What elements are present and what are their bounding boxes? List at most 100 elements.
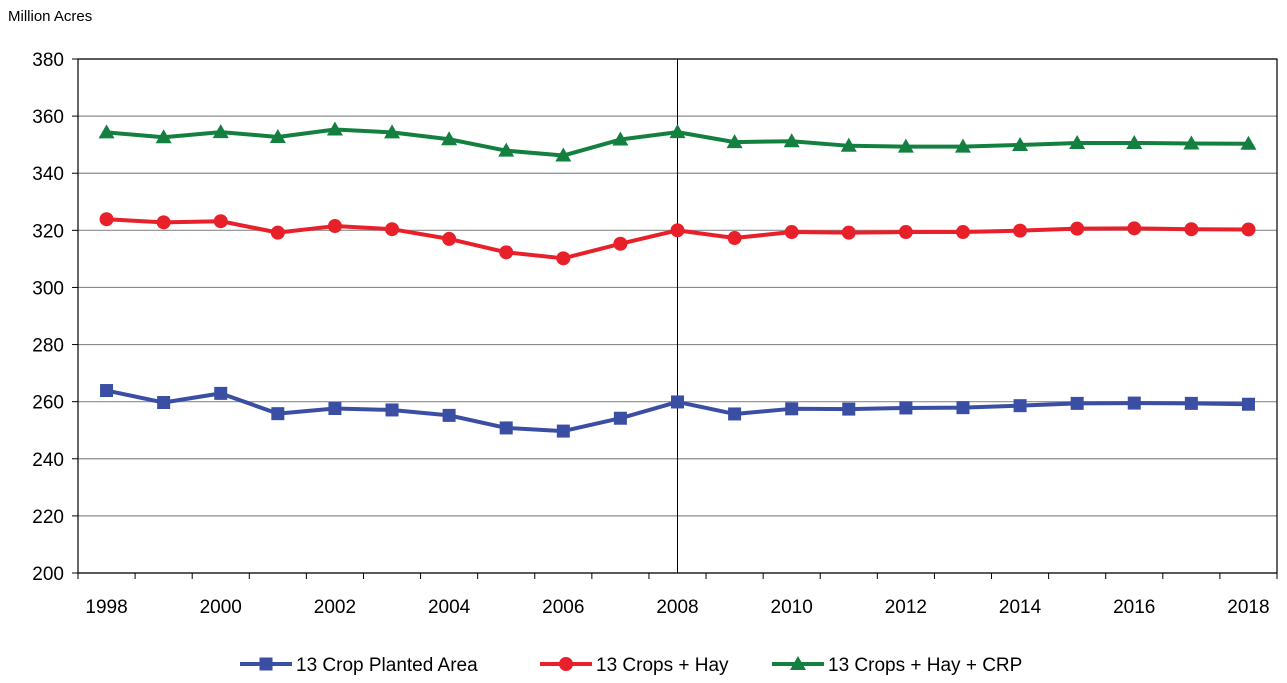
data-point-circle [442,231,457,246]
data-point-square [1127,396,1141,410]
x-tick-label: 2002 [314,597,356,618]
legend-swatch-marker [790,656,806,670]
y-axis-label: Million Acres [8,8,92,25]
data-point-square [956,401,970,415]
y-tick-label: 340 [32,164,64,185]
data-point-square [671,395,684,409]
y-tick-label: 320 [32,221,64,242]
data-point-circle [156,215,171,230]
data-point-triangle [897,138,914,153]
data-point-square [899,401,913,415]
data-point-triangle [498,142,515,157]
data-point-circle [1070,221,1085,236]
y-tick-label: 220 [32,507,64,528]
data-point-circle [1184,222,1199,237]
data-point-triangle [840,137,857,152]
data-point-circle [670,223,685,238]
data-point-triangle [384,124,401,139]
data-point-triangle [1069,134,1086,149]
x-tick-label: 2008 [656,597,698,618]
series-1 [100,384,1255,438]
data-point-circle [613,236,628,251]
data-point-square [785,402,799,416]
x-tick-label: 2018 [1227,597,1269,618]
data-point-circle [499,245,514,260]
legend-label: 13 Crops + Hay + CRP [828,655,1022,676]
x-tick-label: 1998 [85,597,127,618]
data-point-square [385,403,399,417]
data-point-triangle [441,131,458,146]
data-point-square [613,411,627,425]
data-point-square [214,386,228,400]
x-tick-label: 2006 [542,597,584,618]
data-point-circle [898,225,913,240]
data-point-square [328,402,342,416]
x-tick-label: 2000 [200,597,242,618]
data-point-square [1241,397,1255,411]
data-point-triangle [98,124,115,139]
y-tick-label: 200 [32,564,64,585]
y-tick-label: 260 [32,393,64,414]
data-point-circle [556,251,571,266]
data-point-circle [385,222,400,237]
legend-item-2: 13 Crops + Hay [540,655,729,676]
data-point-square [1013,399,1027,413]
x-tick-label: 2004 [428,597,471,618]
legend-label: 13 Crops + Hay [596,655,729,676]
data-point-triangle [783,133,800,148]
series-2 [99,212,1256,266]
legend-item-3: 13 Crops + Hay + CRP [772,655,1022,676]
data-point-square [728,407,742,421]
data-point-triangle [326,121,343,136]
legend-label: 13 Crop Planted Area [296,655,478,676]
x-tick-label: 2014 [999,597,1042,618]
x-tick-label: 2012 [885,597,927,618]
data-point-circle [1241,222,1256,237]
data-point-square [499,421,513,435]
data-point-triangle [1240,135,1257,150]
y-tick-label: 280 [32,336,64,357]
axes: 200 220 240 260 280 300 320 340 360 380 1998 2000 20… [32,50,1278,618]
data-point-triangle [212,124,229,139]
data-point-triangle [612,131,629,146]
data-point-triangle [1012,136,1029,151]
data-point-circle [270,225,285,240]
data-point-circle [841,225,856,240]
data-point-triangle [954,138,971,153]
data-point-square [1070,396,1084,410]
series-3 [98,121,1257,162]
legend-item-1: 13 Crop Planted Area [240,655,478,676]
data-point-circle [327,219,342,234]
legend: 13 Crop Planted Area 13 Crops + Hay 13 Cro… [240,655,1022,676]
y-tick-label: 360 [32,107,64,128]
series-group [98,121,1257,438]
data-point-square [1184,396,1198,410]
data-point-triangle [1183,135,1200,150]
data-point-circle [99,212,114,227]
legend-swatch-marker [559,657,573,671]
x-tick-label: 2016 [1113,597,1155,618]
data-point-circle [1013,223,1028,238]
data-point-circle [1127,221,1142,236]
data-point-triangle [155,129,172,144]
data-point-triangle [1126,134,1143,149]
data-point-square [100,384,114,398]
data-point-circle [784,225,799,240]
data-point-square [271,407,285,421]
y-tick-label: 240 [32,450,64,471]
data-point-square [157,396,171,410]
data-point-circle [955,225,970,240]
data-point-triangle [726,134,743,149]
x-tick-label: 2010 [771,597,813,618]
y-tick-label: 300 [32,278,64,299]
data-point-circle [727,231,742,246]
data-point-triangle [555,147,572,162]
data-point-circle [213,214,228,229]
data-point-square [442,408,456,422]
data-point-triangle [669,124,686,139]
data-point-square [842,402,856,416]
data-point-square [556,424,570,438]
y-tick-label: 380 [32,50,64,71]
plot-area-border [77,58,1278,574]
